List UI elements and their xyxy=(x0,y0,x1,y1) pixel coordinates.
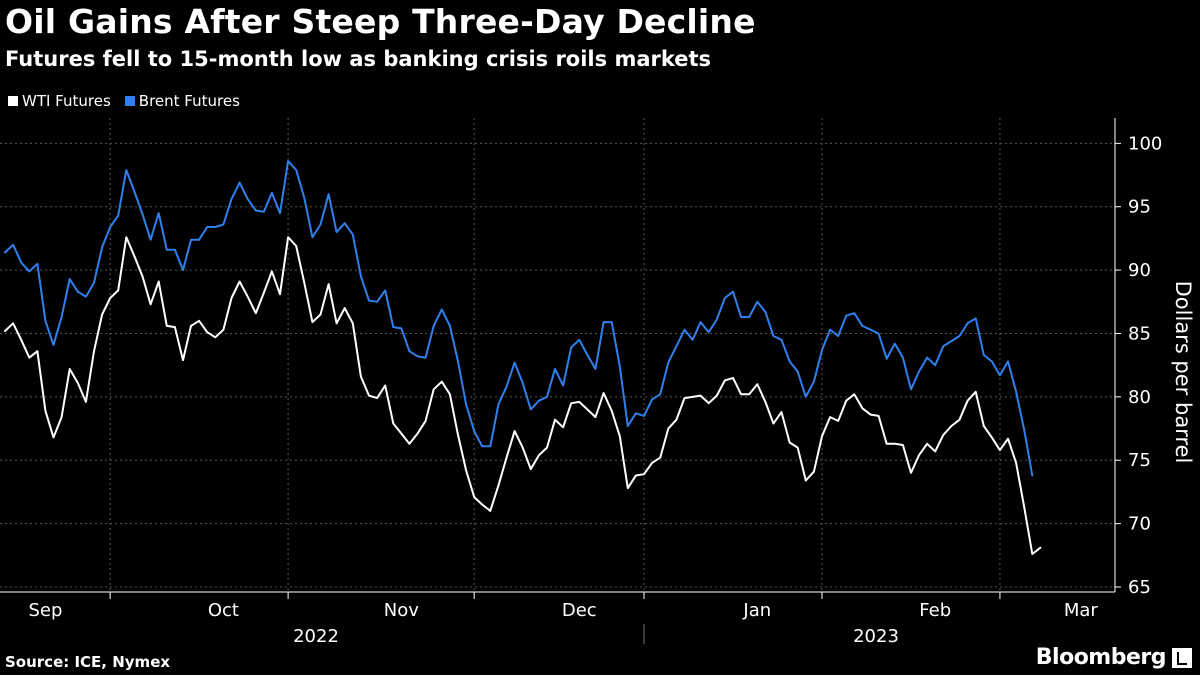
x-tick-label-mar: Mar xyxy=(1064,600,1099,621)
y-tick-label-65: 65 xyxy=(1128,577,1151,598)
brand-name: Bloomberg xyxy=(1035,645,1167,670)
y-tick-label-90: 90 xyxy=(1128,260,1151,281)
y-tick-label-70: 70 xyxy=(1128,514,1151,535)
x-tick-label-sep: Sep xyxy=(28,600,62,621)
y-tick-label-85: 85 xyxy=(1128,323,1151,344)
legend-item-wti: WTI Futures xyxy=(8,92,111,110)
x-tick-label-feb: Feb xyxy=(919,600,951,621)
legend: WTI Futures Brent Futures xyxy=(8,92,240,110)
y-tick-label-80: 80 xyxy=(1128,387,1151,408)
year-label-2023: 2023 xyxy=(853,626,899,647)
legend-label-brent: Brent Futures xyxy=(138,92,240,110)
chart-subtitle: Futures fell to 15-month low as banking … xyxy=(5,47,712,71)
series-line-brent xyxy=(4,160,1034,477)
y-tick-label-75: 75 xyxy=(1128,450,1151,471)
year-label-2022: 2022 xyxy=(293,626,339,647)
x-tick-label-dec: Dec xyxy=(562,600,597,621)
wti-swatch xyxy=(8,96,18,106)
brand: Bloomberg xyxy=(1036,645,1192,670)
y-axis-label: Dollars per barrel xyxy=(1171,281,1195,464)
x-tick-label-nov: Nov xyxy=(384,600,419,621)
source-note: Source: ICE, Nymex xyxy=(5,653,171,671)
legend-label-wti: WTI Futures xyxy=(22,92,111,110)
x-tick-label-oct: Oct xyxy=(208,600,239,621)
series-line-wti xyxy=(4,236,1042,555)
y-tick-label-95: 95 xyxy=(1128,197,1151,218)
legend-item-brent: Brent Futures xyxy=(124,92,240,110)
axis-layer: 65 70 75 80 85 90 95 100 Sep Oct Nov Dec Jan Feb Mar 20… xyxy=(0,118,1162,647)
bloomberg-logo-icon xyxy=(1172,647,1192,668)
y-tick-label-100: 100 xyxy=(1128,133,1162,154)
series-layer xyxy=(4,160,1042,555)
brent-swatch xyxy=(124,96,135,106)
x-tick-label-jan: Jan xyxy=(742,600,771,621)
chart-title: Oil Gains After Steep Three-Day Decline xyxy=(5,2,756,41)
grid-layer xyxy=(0,118,1115,592)
